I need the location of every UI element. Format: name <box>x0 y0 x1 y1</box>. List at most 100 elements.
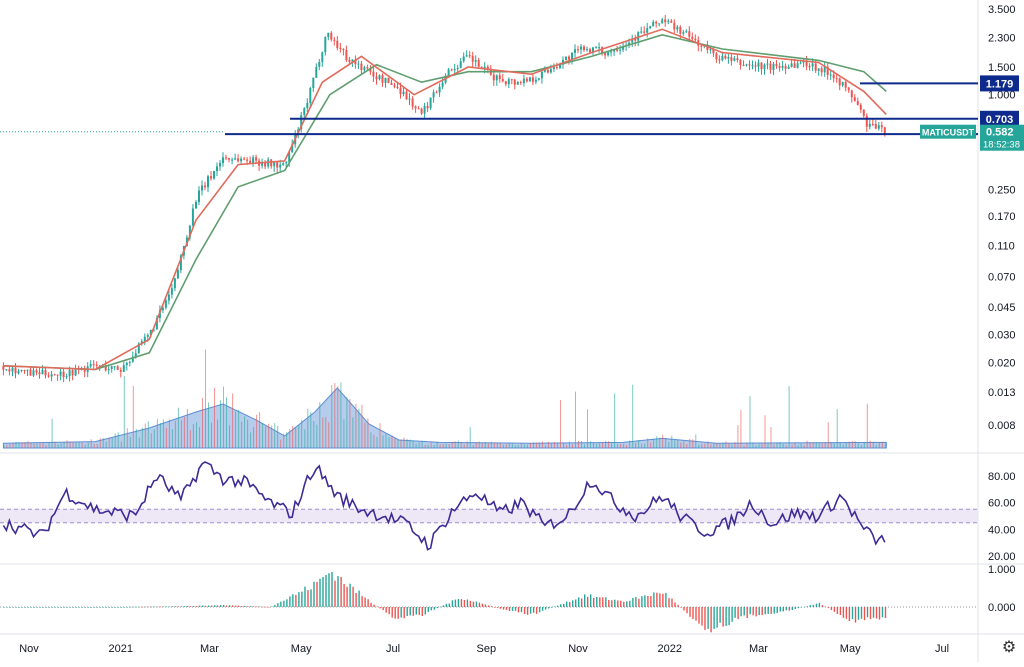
rsi-line <box>2 461 886 551</box>
volume-bar <box>168 419 170 448</box>
volume-bar <box>647 438 649 448</box>
macd-bar <box>36 607 38 608</box>
volume-bar <box>875 444 877 448</box>
volume-bar <box>60 443 62 448</box>
candle-body <box>580 46 582 50</box>
candle-body <box>598 47 601 49</box>
candle-body <box>631 38 634 43</box>
volume-bar <box>400 439 402 448</box>
volume-bar <box>815 442 817 448</box>
macd-bar <box>511 607 514 611</box>
candle-body <box>793 63 796 68</box>
candle-body <box>270 159 273 167</box>
volume-bar <box>692 439 694 448</box>
volume-bar <box>355 403 357 448</box>
macd-bar <box>129 606 132 608</box>
candle-body <box>426 105 429 109</box>
rsi-tick-label: 20.00 <box>988 551 1016 563</box>
macd-bar <box>475 601 478 607</box>
volume-bar <box>99 438 101 448</box>
macd-bar <box>791 607 793 610</box>
macd-bar <box>779 607 781 612</box>
volume-bar <box>650 442 652 448</box>
macd-bar <box>391 607 393 618</box>
candle-body <box>273 162 276 167</box>
volume-bar <box>123 375 125 448</box>
volume-bar <box>845 442 847 448</box>
macd-bar <box>523 607 526 614</box>
macd-bar <box>385 607 387 613</box>
volume-bar <box>379 423 381 448</box>
candle-body <box>865 115 868 127</box>
macd-bar <box>337 576 339 607</box>
volume-bar <box>268 423 270 448</box>
macd-bar <box>45 607 47 608</box>
ma-slow-line <box>3 33 887 371</box>
candle-body <box>601 47 604 53</box>
volume-bar <box>253 427 255 448</box>
volume-bar <box>165 428 167 448</box>
volume-bar <box>472 445 474 448</box>
volume-bar <box>280 439 282 448</box>
macd-bar <box>208 605 210 607</box>
candle-body <box>859 104 862 110</box>
macd-bar <box>349 583 351 607</box>
volume-bar <box>632 384 634 448</box>
candle-body <box>838 78 841 86</box>
macd-bar <box>343 583 345 607</box>
candle-body <box>613 49 616 52</box>
macd-bar <box>66 607 68 608</box>
candle-body <box>814 63 817 71</box>
candle-body <box>874 124 877 129</box>
macd-bar <box>174 606 177 607</box>
candle-body <box>447 69 450 76</box>
macd-bar <box>102 607 105 608</box>
candle-body <box>306 102 309 109</box>
volume-bar <box>57 444 59 448</box>
macd-bar <box>205 605 207 607</box>
volume-bar <box>373 434 375 448</box>
volume-bar <box>376 437 378 448</box>
macd-bar <box>529 607 532 614</box>
ma-fast-line <box>3 28 887 371</box>
volume-bar <box>635 442 637 448</box>
time-tick-label: 2022 <box>658 643 682 655</box>
macd-bar <box>496 607 499 608</box>
candle-body <box>387 77 390 83</box>
gear-icon[interactable]: ⚙ <box>1001 637 1017 656</box>
macd-bar <box>214 605 216 607</box>
volume-bar <box>842 444 844 448</box>
macd-bar <box>785 607 787 611</box>
level-price-label: 0.703 <box>986 114 1014 126</box>
candle-body <box>754 65 757 67</box>
volume-bar <box>304 429 306 448</box>
candle-body <box>799 62 802 64</box>
volume-bar <box>830 442 832 448</box>
macd-bar <box>268 606 270 608</box>
volume-bar <box>602 442 604 448</box>
candle-body <box>225 157 227 159</box>
candle-body <box>453 68 456 71</box>
volume-bar <box>638 439 640 448</box>
volume-bar <box>162 419 164 448</box>
volume-bar <box>584 444 585 448</box>
candle-body <box>880 125 883 128</box>
macd-bar <box>508 607 511 611</box>
volume-bar <box>641 443 643 448</box>
price-tick-label: 0.020 <box>988 357 1016 369</box>
volume-bar <box>659 437 661 448</box>
macd-bar <box>809 605 811 607</box>
volume-bar <box>547 441 549 448</box>
macd-bar <box>502 607 505 610</box>
macd-bar <box>611 600 613 607</box>
macd-bar <box>830 607 833 611</box>
macd-bar <box>253 606 255 607</box>
volume-bar <box>448 444 450 448</box>
candle-body <box>2 365 5 370</box>
candle-body <box>384 77 387 83</box>
volume-bar <box>319 402 321 448</box>
candle-body <box>760 62 763 70</box>
volume-bar <box>556 442 558 448</box>
